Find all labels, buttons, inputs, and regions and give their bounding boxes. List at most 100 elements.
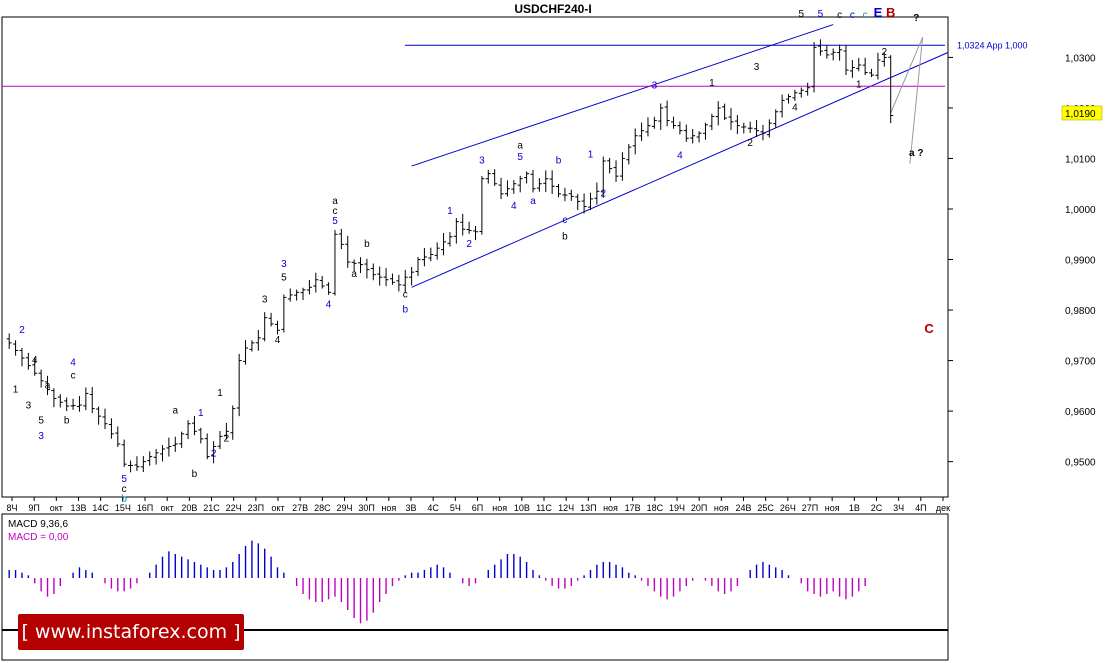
wave-label: 3 — [281, 259, 287, 270]
wave-label: 3 — [479, 156, 485, 167]
wave-label: 3 — [754, 62, 760, 73]
wave-label: 2 — [466, 239, 472, 250]
x-tick-label: окт — [161, 503, 174, 513]
wave-label: 3 — [652, 81, 658, 92]
y-tick-label: 0,9800 — [1065, 306, 1096, 317]
wave-label: b — [64, 416, 70, 427]
x-tick-label: 19Ч — [669, 503, 685, 513]
x-tick-label: 9П — [28, 503, 39, 513]
x-tick-label: 30П — [358, 503, 374, 513]
wave-label: 4 — [677, 150, 683, 161]
x-tick-label: 24В — [735, 503, 751, 513]
x-tick-label: 3Ч — [893, 503, 904, 513]
wave-label: 1 — [856, 80, 862, 91]
x-tick-label: дек — [936, 503, 950, 513]
x-tick-label: 12Ч — [558, 503, 574, 513]
watermark-banner[interactable]: [ www.instaforex.com ] — [18, 614, 244, 650]
macd-frame — [1, 513, 949, 661]
wave-label: b — [562, 231, 568, 242]
x-tick-label: 29Ч — [336, 503, 352, 513]
wave-label: a — [351, 269, 357, 280]
x-tick-label: 17В — [625, 503, 641, 513]
wave-label: 4 — [32, 355, 38, 366]
current-price-label: 1,0190 — [1065, 109, 1096, 120]
wave-label: 3 — [26, 401, 32, 412]
wave-label: a — [45, 380, 51, 391]
wave-label: 5 — [38, 416, 44, 427]
wave-label: b — [364, 239, 370, 250]
wave-label: 1 — [709, 78, 715, 89]
x-tick-label: ноя — [381, 503, 396, 513]
wave-label: 5 — [517, 152, 523, 163]
wave-label: a — [517, 140, 523, 151]
wave-label: 2 — [882, 47, 888, 58]
y-tick-label: 0,9900 — [1065, 256, 1096, 267]
wave-label: a — [530, 196, 536, 207]
wave-label: 1 — [447, 206, 453, 217]
x-tick-label: 4С — [427, 503, 439, 513]
x-tick-label: 1В — [849, 503, 860, 513]
x-tick-label: 5Ч — [450, 503, 461, 513]
channel-lower-line — [411, 51, 949, 288]
macd-value-label: MACD = 0,00 — [8, 532, 69, 543]
wave-label: 2 — [747, 138, 753, 149]
macd-label: MACD 9,36,6 — [8, 519, 68, 530]
x-tick-label: 28С — [314, 503, 331, 513]
wave-label: 1 — [198, 408, 204, 419]
wave-label: 1 — [13, 384, 19, 395]
x-tick-label: 18С — [647, 503, 664, 513]
x-tick-label: 3В — [405, 503, 416, 513]
y-tick-label: 1,0300 — [1065, 53, 1096, 64]
x-tick-label: ноя — [603, 503, 618, 513]
x-tick-label: 2С — [871, 503, 883, 513]
wave-label: c — [863, 10, 868, 21]
x-tick-label: 11С — [536, 503, 552, 513]
wave-label: 2 — [19, 325, 25, 336]
wave-label: b — [121, 494, 127, 505]
wave-label: c — [122, 484, 127, 495]
x-tick-label: 13В — [70, 503, 86, 513]
wave-label: 4 — [511, 201, 517, 212]
x-tick-label: 4П — [915, 503, 926, 513]
wave-label: 3 — [38, 431, 44, 442]
wave-label: 1 — [588, 149, 594, 160]
wave-label: 2 — [600, 188, 606, 199]
wave-label: a ? — [909, 148, 923, 159]
x-tick-label: 6П — [472, 503, 483, 513]
wave-label: 3 — [262, 294, 268, 305]
x-tick-label: окт — [50, 503, 63, 513]
wave-label: c — [837, 10, 842, 21]
x-tick-label: 8Ч — [6, 503, 17, 513]
wave-label: C — [924, 321, 934, 336]
x-tick-label: 22Ч — [226, 503, 242, 513]
wave-label: 4 — [792, 102, 798, 113]
wave-label: 4 — [70, 358, 76, 369]
x-tick-label: 27В — [292, 503, 308, 513]
wave-label: c — [562, 215, 567, 226]
y-tick-label: 0,9500 — [1065, 458, 1096, 469]
wave-label: B — [886, 5, 895, 20]
y-tick-label: 0,9600 — [1065, 407, 1096, 418]
x-tick-label: ноя — [714, 503, 729, 513]
projection-path — [890, 37, 924, 164]
wave-label: 1 — [217, 388, 223, 399]
wave-label: c — [71, 370, 76, 381]
wave-label: 5 — [121, 474, 127, 485]
wave-label: a — [332, 196, 338, 207]
x-tick-label: 25С — [757, 503, 774, 513]
wave-label: a — [172, 406, 178, 417]
wave-label: c — [332, 206, 337, 217]
x-tick-label: ноя — [492, 503, 507, 513]
resistance-line-label: 1,0324 App 1,000 — [957, 40, 1028, 50]
x-tick-label: 27П — [802, 503, 818, 513]
wave-label: c — [403, 289, 408, 300]
wave-label: b — [192, 469, 198, 480]
wave-label: 5 — [332, 216, 338, 227]
x-tick-label: 15Ч — [115, 503, 131, 513]
channel-upper-line — [411, 24, 834, 167]
wave-label: c — [850, 10, 855, 21]
x-tick-label: 14С — [92, 503, 109, 513]
x-tick-label: 23П — [248, 503, 264, 513]
wave-label: 5 — [818, 9, 824, 20]
